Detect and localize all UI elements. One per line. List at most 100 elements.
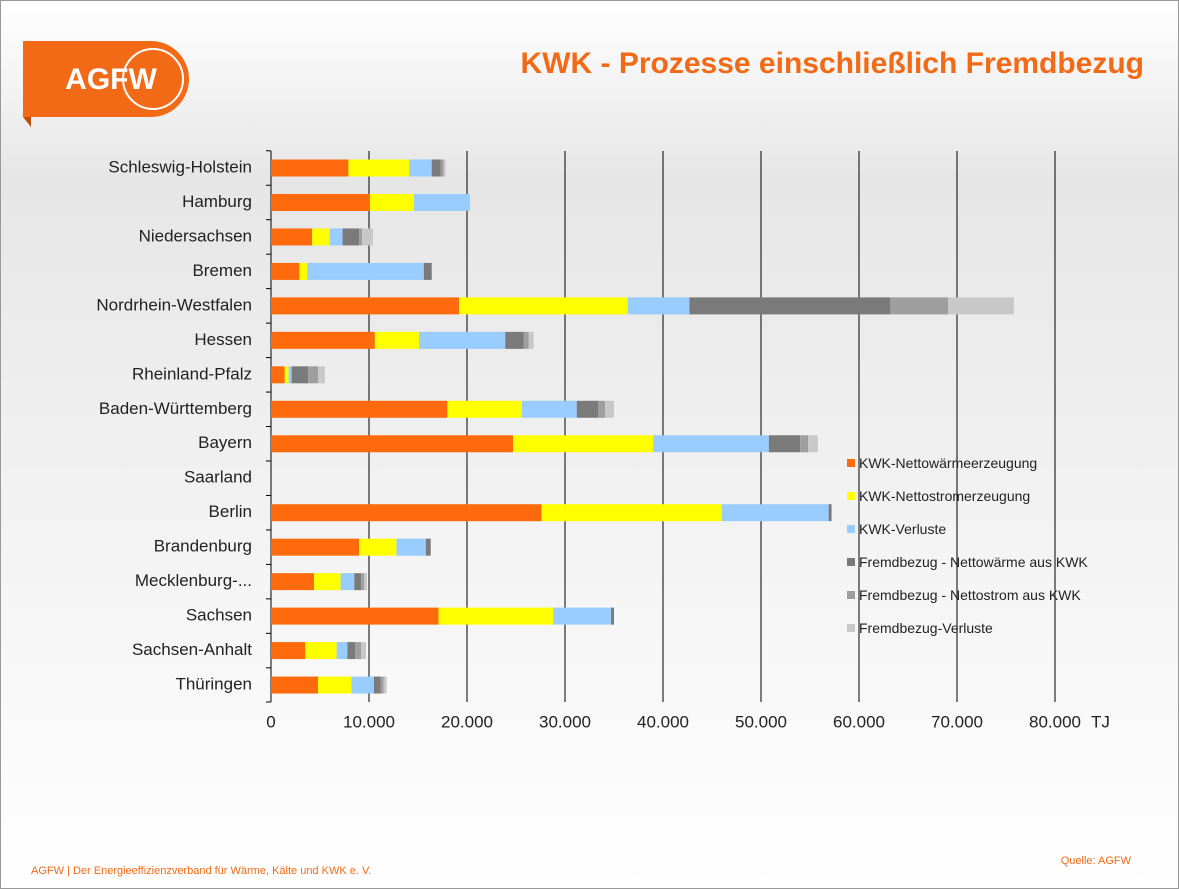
legend-entry: KWK-Verluste <box>847 521 1094 537</box>
bar-segment <box>308 366 319 384</box>
bar-segment <box>271 297 460 315</box>
y-tick-label: Sachsen-Anhalt <box>132 640 252 659</box>
x-tick-label: 80.000 <box>1029 712 1081 731</box>
x-tick-label: 30.000 <box>539 712 591 731</box>
bar-segment <box>307 262 424 280</box>
bar-segment <box>521 400 577 418</box>
bar-segment <box>271 573 315 591</box>
bar-segment <box>396 538 426 556</box>
y-tick-label: Mecklenburg-... <box>135 571 252 590</box>
logo-ring <box>122 48 184 110</box>
bar-segment <box>362 228 373 246</box>
y-tick-label: Brandenburg <box>154 537 252 556</box>
source: Quelle: AGFW <box>1061 855 1132 867</box>
y-tick-label: Schleswig-Holstein <box>108 157 252 176</box>
legend-label: KWK-Nettowärmeerzeugung <box>859 455 1038 471</box>
bar-segment <box>409 159 432 177</box>
bar-segment <box>271 159 349 177</box>
y-tick-label: Sachsen <box>186 606 252 625</box>
bar-segment <box>418 331 506 349</box>
bar-segment <box>291 366 309 384</box>
bar-segment <box>271 538 360 556</box>
legend-swatch <box>847 459 855 467</box>
x-tick-label: 70.000 <box>931 712 983 731</box>
bar-segment <box>598 400 606 418</box>
y-tick-label: Niedersachsen <box>139 226 252 245</box>
legend-swatch <box>847 525 855 533</box>
legend-label: Fremdbezug-Verluste <box>859 620 993 636</box>
x-tick-label: 10.000 <box>343 712 395 731</box>
bar-segment <box>359 538 397 556</box>
bar-segment <box>541 504 722 522</box>
bar-segment <box>284 366 289 384</box>
bar-segment <box>359 228 363 246</box>
bar-segment <box>576 400 599 418</box>
legend-entry: KWK-Nettowärmeerzeugung <box>847 455 1094 471</box>
bar-segment <box>312 228 330 246</box>
bar-segment <box>800 435 809 453</box>
legend-entry: KWK-Nettostromerzeugung <box>847 488 1094 504</box>
logo-text: AGFW <box>65 63 157 96</box>
bar-segment <box>271 331 375 349</box>
bar-segment <box>808 435 818 453</box>
bar-segment <box>354 573 362 591</box>
bar-segment <box>361 573 365 591</box>
y-tick-label: Nordrhein-Westfalen <box>96 295 252 314</box>
y-tick-label: Berlin <box>209 502 252 521</box>
y-tick-label: Bremen <box>192 261 252 280</box>
bar-segment <box>347 642 356 660</box>
legend-label: KWK-Nettostromerzeugung <box>859 488 1031 504</box>
bar-segment <box>443 159 446 177</box>
footer: AGFW | Der Energieeffizienzverband für W… <box>31 865 371 877</box>
bar-segment <box>383 676 387 694</box>
bar-segment <box>271 366 285 384</box>
bar-segment <box>627 297 690 315</box>
bar-segment <box>440 159 444 177</box>
bar-segment <box>305 642 337 660</box>
bar-segment <box>438 607 554 625</box>
bar-segment <box>329 228 343 246</box>
bar-segment <box>689 297 891 315</box>
bar-segment <box>373 676 381 694</box>
bar-segment <box>318 676 352 694</box>
x-tick-label: 60.000 <box>833 712 885 731</box>
legend-entry: Fremdbezug - Nettostrom aus KWK <box>847 587 1094 603</box>
x-tick-label: 0 <box>266 712 275 731</box>
bar-segment <box>948 297 1014 315</box>
bar-segment <box>653 435 769 453</box>
logo-fold <box>23 117 31 127</box>
chart-title: KWK - Prozesse einschließlich Fremdbezug <box>521 47 1144 80</box>
legend-swatch <box>847 492 855 500</box>
legend-swatch <box>847 624 855 632</box>
y-tick-label: Thüringen <box>175 675 252 694</box>
y-tick-label: Bayern <box>198 433 252 452</box>
bar-segment <box>318 366 325 384</box>
legend-label: Fremdbezug - Nettostrom aus KWK <box>859 587 1081 603</box>
bar-segment <box>355 642 362 660</box>
bar-segment <box>271 193 370 211</box>
bar-segment <box>271 607 439 625</box>
bar-segment <box>336 642 348 660</box>
y-tick-label: Rheinland-Pfalz <box>132 364 252 383</box>
bar-segment <box>271 504 542 522</box>
bar-segment <box>374 331 419 349</box>
bar-segment <box>340 573 355 591</box>
legend-label: KWK-Verluste <box>859 521 947 537</box>
bar-segment <box>459 297 628 315</box>
bar-segment <box>271 228 313 246</box>
bar-segment <box>369 193 415 211</box>
bar-segment <box>553 607 612 625</box>
bar-segment <box>348 159 410 177</box>
bar-segment <box>271 262 300 280</box>
bar-segment <box>314 573 341 591</box>
bar-segment <box>505 331 524 349</box>
bar-segment <box>768 435 801 453</box>
bar-segment <box>523 331 529 349</box>
bar-segment <box>271 400 448 418</box>
bar-segment <box>425 538 431 556</box>
bar-segment <box>351 676 374 694</box>
bar-segment <box>299 262 308 280</box>
bar-segment <box>431 159 441 177</box>
